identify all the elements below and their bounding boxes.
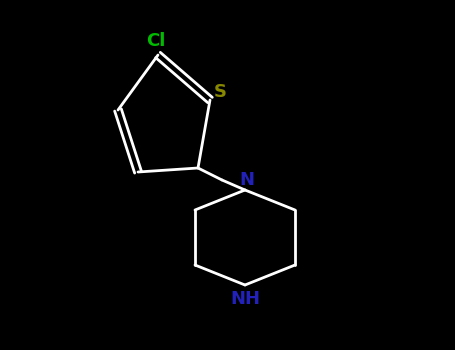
- Text: N: N: [239, 171, 254, 189]
- Text: S: S: [213, 83, 227, 101]
- Text: NH: NH: [230, 290, 260, 308]
- Text: Cl: Cl: [147, 32, 166, 50]
